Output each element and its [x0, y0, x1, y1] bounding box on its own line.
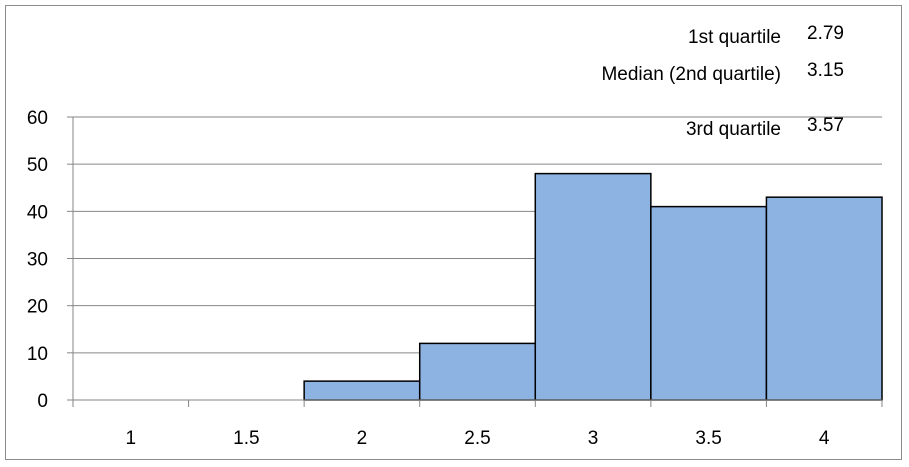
x-tick-label: 2 [357, 428, 368, 449]
y-tick-label: 50 [27, 155, 48, 176]
bar-3 [534, 172, 652, 401]
quartile-value: 3.15 [807, 60, 844, 81]
bar-2.5 [418, 342, 537, 401]
quartile-label: Median (2nd quartile) [601, 64, 781, 85]
quartile-label: 3rd quartile [686, 119, 781, 140]
y-tick-label: 10 [27, 344, 48, 365]
x-tick-labels: 1 1.5 2 2.5 3 3.5 4 [125, 428, 829, 449]
x-tick-label: 1.5 [233, 428, 259, 449]
y-tick-label: 0 [37, 391, 48, 412]
y-tick-labels: 0 10 20 30 40 50 60 [27, 108, 48, 412]
quartile-annotations: 1st quartile 2.79 Median (2nd quartile) 3.1… [601, 23, 844, 140]
bar-4 [765, 196, 883, 401]
quartile-label: 1st quartile [688, 27, 781, 48]
y-tick-label: 20 [27, 297, 48, 318]
x-tick-label: 1 [125, 428, 136, 449]
bar-2 [303, 380, 421, 401]
y-tick-label: 30 [27, 250, 48, 271]
x-tick-label: 3 [588, 428, 599, 449]
quartile-value: 3.57 [807, 115, 844, 136]
bar-3.5 [650, 205, 768, 401]
y-tick-label: 40 [27, 202, 48, 223]
quartile-value: 2.79 [807, 23, 844, 44]
x-tick-label: 4 [819, 428, 830, 449]
x-tick-label: 3.5 [695, 428, 721, 449]
y-tick-label: 60 [27, 108, 48, 129]
bars [303, 172, 883, 401]
axes [67, 116, 883, 407]
x-tick-label: 2.5 [464, 428, 490, 449]
